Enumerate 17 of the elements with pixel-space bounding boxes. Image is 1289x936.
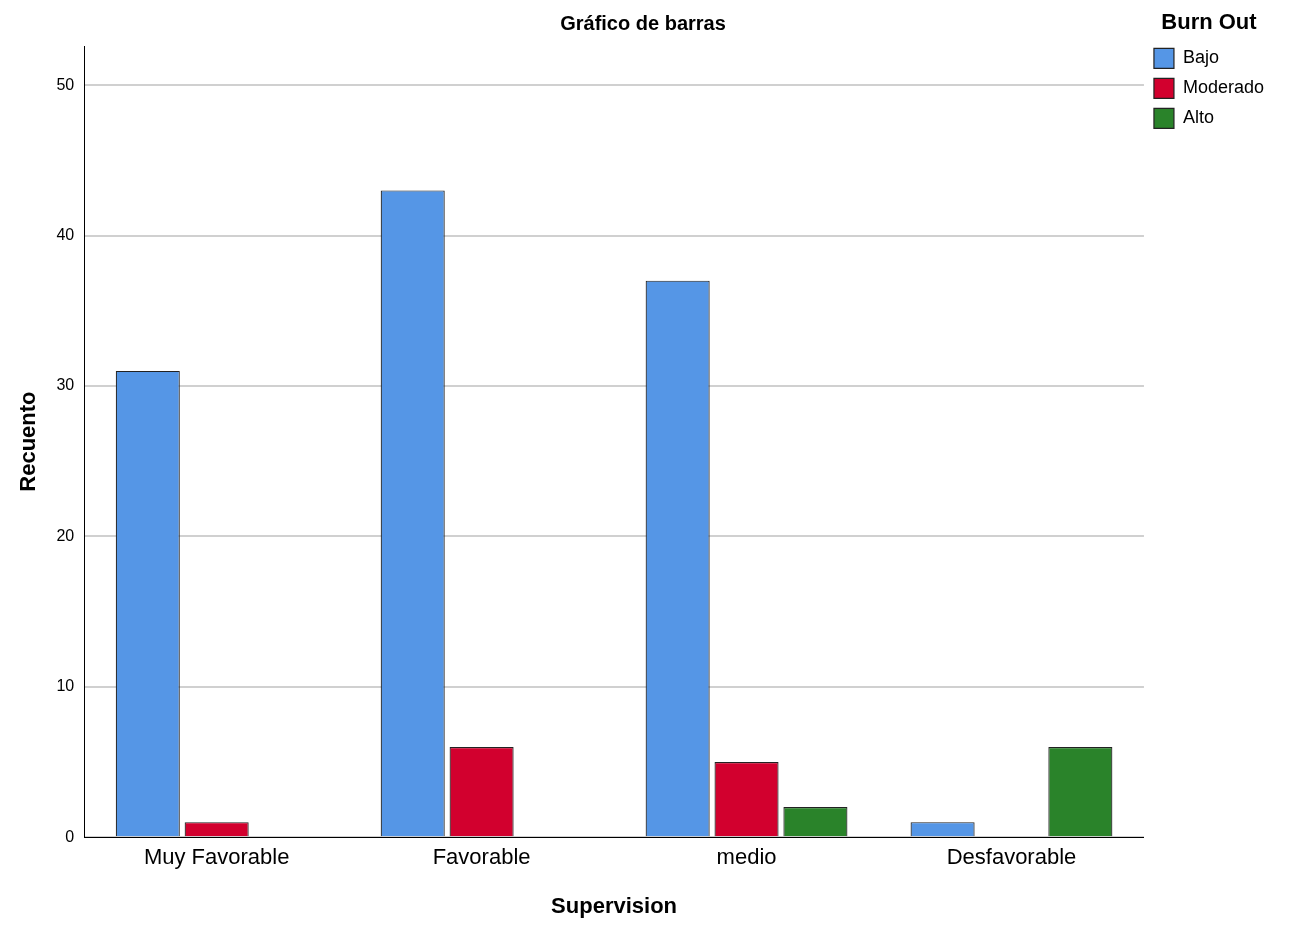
y-tick-label: 40 (56, 225, 75, 243)
legend-label: Alto (1182, 107, 1214, 128)
y-axis-title: Recuento (15, 391, 41, 492)
legend-label: Bajo (1182, 47, 1219, 68)
y-tick-label: 10 (56, 677, 75, 695)
x-tick-label: Muy Favorable (143, 844, 290, 870)
y-tick-label: 0 (65, 827, 75, 845)
x-tick-label: Desfavorable (946, 844, 1077, 870)
chart-title: Gráfico de barras (560, 11, 726, 34)
x-axis-title: Supervision (551, 892, 678, 918)
y-tick-label: 30 (56, 376, 75, 394)
y-tick-label: 20 (56, 526, 75, 544)
legend-title: Burn Out (1161, 9, 1258, 35)
legend-label: Moderado (1182, 77, 1265, 98)
x-tick-label: Favorable (432, 844, 531, 870)
y-tick-label: 50 (56, 75, 75, 93)
x-tick-label: medio (716, 844, 777, 870)
